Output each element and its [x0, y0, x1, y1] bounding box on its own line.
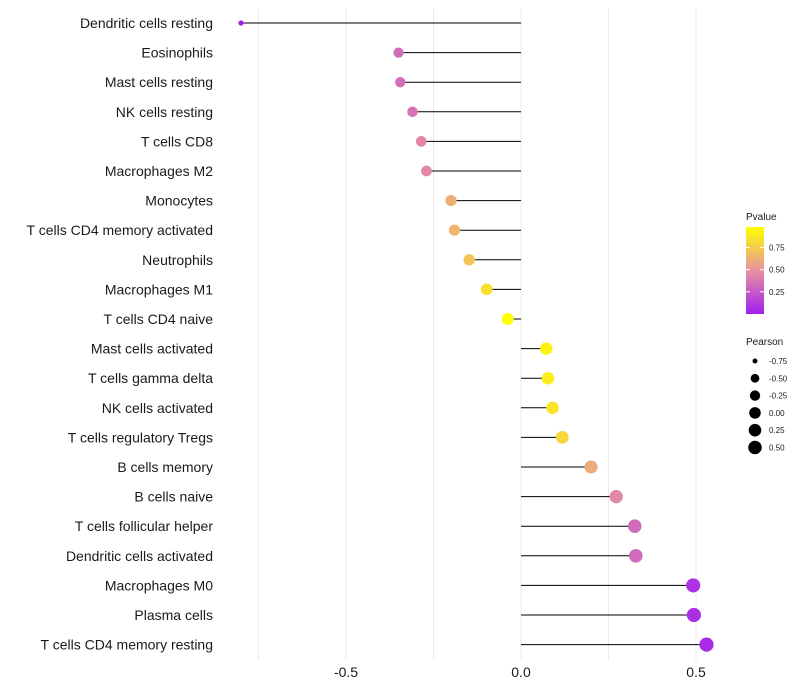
- y-tick-label: Monocytes: [145, 193, 213, 209]
- y-tick-label: T cells CD8: [141, 133, 213, 149]
- lollipop-point: [609, 489, 623, 504]
- pearson-legend: Pearson -0.75 -0.50 -0.25 0.00 0.25 0.50: [746, 337, 788, 455]
- colorbar-tick-label: 0.50: [769, 266, 785, 275]
- y-tick-label: Macrophages M0: [105, 577, 213, 593]
- y-tick-label: Macrophages M2: [105, 163, 213, 179]
- lollipop-point: [463, 254, 475, 266]
- lollipop-point: [445, 195, 457, 207]
- y-tick-label: T cells CD4 memory resting: [41, 637, 213, 653]
- y-tick-label: Plasma cells: [134, 607, 213, 623]
- lollipop-point: [686, 578, 701, 593]
- size-legend-label: 0.50: [769, 444, 785, 453]
- grid-layer: [258, 8, 697, 660]
- lollipop-point: [584, 460, 598, 474]
- size-legend-label: -0.25: [769, 392, 788, 401]
- lollipop-point: [393, 47, 404, 58]
- y-tick-label: T cells CD4 memory activated: [27, 222, 213, 238]
- size-legend-key: [749, 390, 761, 401]
- size-legend-key: [750, 373, 760, 383]
- point-layer: [238, 20, 714, 652]
- lollipop-point: [501, 313, 514, 325]
- stem-layer: [241, 22, 707, 646]
- y-tick-label: B cells memory: [117, 459, 213, 475]
- y-tick-label: Dendritic cells resting: [80, 15, 213, 31]
- lollipop-point: [421, 165, 432, 177]
- x-axis-ticks: -0.5 0.0 0.5: [334, 664, 706, 680]
- pearson-legend-title: Pearson: [746, 337, 783, 348]
- y-tick-label: T cells regulatory Tregs: [68, 429, 213, 445]
- lollipop-point: [415, 136, 427, 147]
- pvalue-legend: Pvalue 0.25 0.50 0.75: [746, 212, 785, 314]
- y-tick-label: T cells follicular helper: [75, 518, 214, 534]
- size-legend-key: [748, 440, 762, 455]
- lollipop-point: [395, 77, 406, 88]
- x-tick-label: -0.5: [334, 664, 358, 680]
- lollipop-point: [480, 283, 493, 296]
- y-tick-label: T cells CD4 naive: [104, 311, 214, 327]
- lollipop-point: [555, 431, 569, 444]
- y-tick-label: NK cells resting: [116, 104, 213, 120]
- x-tick-label: 0.0: [511, 664, 531, 680]
- lollipop-point: [238, 20, 244, 26]
- y-tick-label: Dendritic cells activated: [66, 548, 213, 564]
- y-tick-label: B cells naive: [134, 489, 213, 505]
- pvalue-legend-title: Pvalue: [746, 212, 777, 223]
- y-tick-label: T cells gamma delta: [88, 370, 213, 386]
- size-legend-label: -0.50: [769, 374, 788, 383]
- pvalue-colorbar: [746, 227, 764, 314]
- y-tick-label: Neutrophils: [142, 252, 213, 268]
- y-tick-label: Macrophages M1: [105, 281, 213, 297]
- y-tick-label: Mast cells activated: [91, 341, 213, 357]
- y-tick-label: Eosinophils: [141, 45, 213, 61]
- size-legend-label: -0.75: [769, 357, 788, 366]
- y-axis-labels: Dendritic cells resting Eosinophils Mast c…: [27, 15, 214, 653]
- lollipop-point: [629, 549, 643, 563]
- lollipop-point: [686, 607, 701, 623]
- lollipop-point: [627, 519, 642, 533]
- size-legend-label: 0.00: [769, 409, 785, 418]
- lollipop-point: [407, 106, 418, 118]
- colorbar-tick-label: 0.75: [769, 243, 785, 252]
- lollipop-point: [541, 371, 555, 385]
- colorbar-tick-label: 0.25: [769, 288, 785, 297]
- size-legend-key: [749, 407, 761, 419]
- lollipop-point: [699, 637, 714, 652]
- size-legend-label: 0.25: [769, 426, 785, 435]
- size-legend-key: [752, 358, 758, 364]
- y-tick-label: NK cells activated: [102, 400, 213, 416]
- x-tick-label: 0.5: [686, 664, 706, 680]
- lollipop-point: [546, 401, 559, 415]
- size-legend-key: [748, 423, 762, 437]
- y-tick-label: Mast cells resting: [105, 74, 213, 90]
- lollipop-point: [448, 224, 461, 236]
- lollipop-point: [539, 342, 553, 355]
